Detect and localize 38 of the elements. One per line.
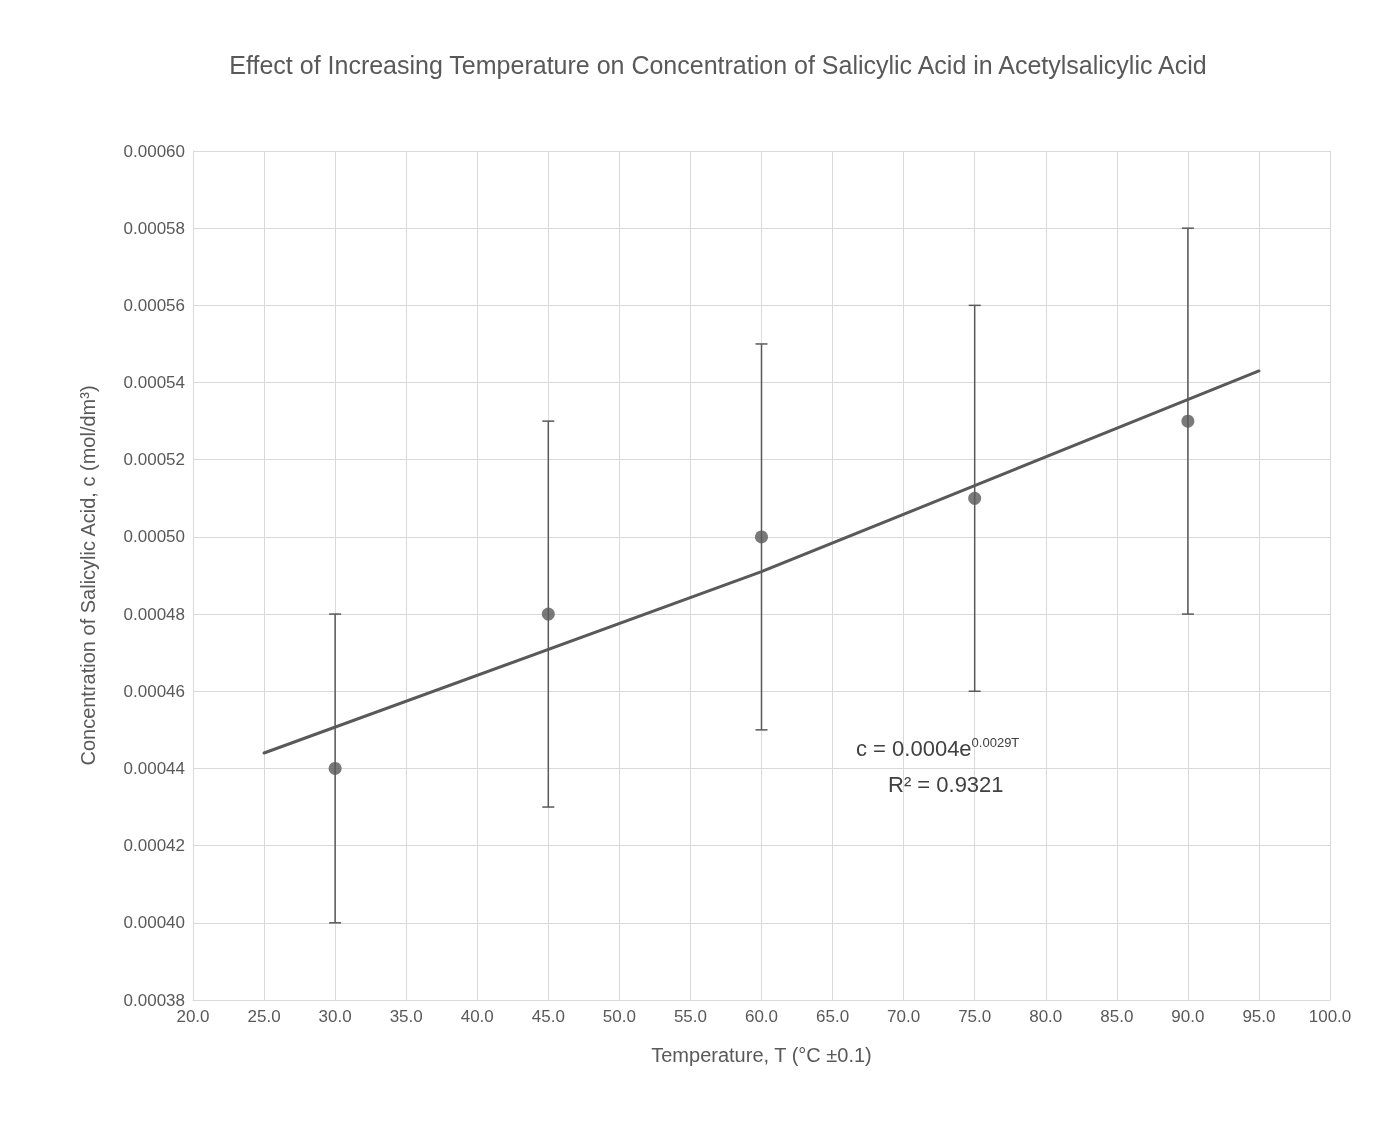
x-tick-label: 30.0 (318, 1007, 352, 1026)
x-tick-label: 85.0 (1100, 1007, 1134, 1026)
y-tick-label: 0.00046 (123, 681, 185, 701)
y-tick-label: 0.00058 (123, 218, 185, 238)
x-tick-label: 65.0 (816, 1007, 850, 1026)
point (328, 761, 342, 775)
x-tick-label: 70.0 (887, 1007, 921, 1026)
y-tick-label: 0.00040 (123, 913, 185, 933)
x-tick-label: 90.0 (1171, 1007, 1205, 1026)
x-tick-label: 45.0 (531, 1007, 565, 1026)
y-tick-label: 0.00060 (123, 141, 185, 161)
x-tick-label: 95.0 (1242, 1007, 1276, 1026)
y-tick-label: 0.00044 (123, 758, 185, 778)
point (968, 491, 982, 505)
x-tick-label: 40.0 (460, 1007, 494, 1026)
y-tick-label: 0.00052 (123, 450, 185, 470)
y-tick-label: 0.00054 (123, 373, 185, 393)
x-tick-label: 75.0 (958, 1007, 992, 1026)
x-axis-title: Temperature, T (°C ±0.1) (651, 1044, 872, 1066)
y-tick-label: 0.00056 (123, 295, 185, 315)
y-tick-label: 0.00042 (123, 836, 185, 856)
x-tick-label: 100.0 (1308, 1007, 1352, 1026)
x-tick-label: 60.0 (744, 1007, 779, 1026)
point (1181, 414, 1195, 428)
x-tick-label: 50.0 (602, 1007, 636, 1026)
y-tick-label: 0.00050 (123, 527, 185, 547)
y-tick-label: 0.00038 (123, 990, 185, 1010)
point (755, 530, 768, 544)
x-tick-label: 55.0 (673, 1007, 707, 1026)
x-tick-label: 35.0 (389, 1007, 423, 1026)
x-tick-label: 80.0 (1029, 1007, 1063, 1026)
x-tick-label: 25.0 (247, 1007, 281, 1026)
point (541, 607, 555, 621)
x-tick-label: 20.0 (176, 1007, 210, 1026)
annotation: R² = 0.9321 (888, 771, 1004, 797)
y-tick-label: 0.00048 (123, 604, 185, 624)
chart-title: Effect of Increasing Temperature on Concentration of Salicylic Acid in Acetylsalicylic Acid (229, 51, 1207, 79)
y-axis-title: Concentration of Salicylic Acid, c (mol/dm³) (77, 385, 99, 766)
